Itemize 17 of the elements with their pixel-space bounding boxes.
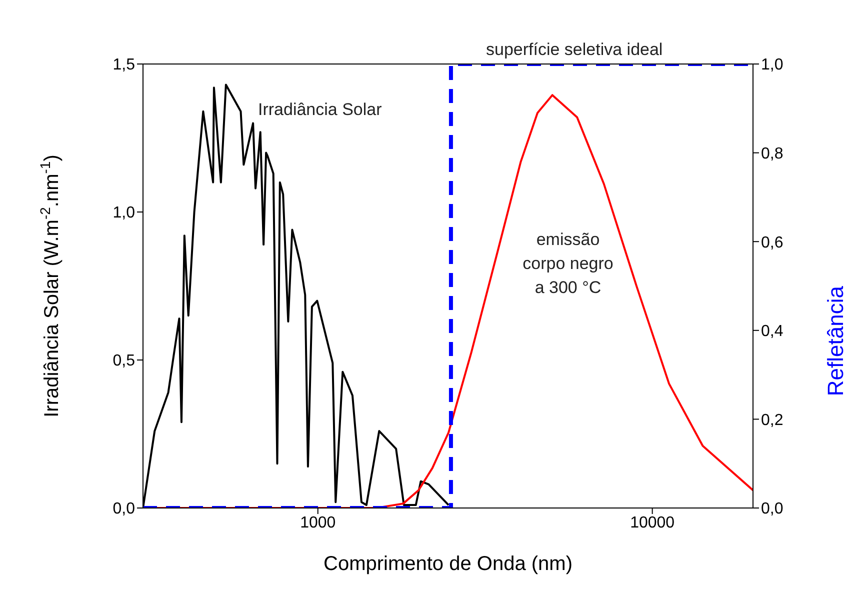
y2-tick-label: 0,6 — [761, 234, 784, 252]
y-tick-label: 0,5 — [112, 352, 136, 370]
x-axis-title: Comprimento de Onda (nm) — [324, 553, 572, 575]
annotation: emissão corpo negro a 300 °C — [522, 229, 614, 299]
y2-tick-label: 0,2 — [761, 412, 784, 429]
x-tick-label: 10000 — [630, 514, 675, 532]
y-tick-label: 0,0 — [112, 500, 136, 518]
y-tick-label: 1,5 — [112, 56, 136, 74]
y2-tick-label: 0,4 — [761, 323, 784, 340]
text: superfície seletiva ideal — [486, 39, 663, 61]
y2-tick-label: 0,8 — [761, 145, 784, 162]
y2-axis-title: Refletância — [822, 285, 848, 396]
annotation: Irradiância Solar — [258, 99, 382, 121]
y2-tick-label: 0,0 — [761, 500, 784, 518]
x-tick-label: 1000 — [300, 514, 336, 532]
y-tick-label: 1,0 — [112, 204, 136, 222]
y2-tick-label: 1,0 — [761, 56, 784, 74]
